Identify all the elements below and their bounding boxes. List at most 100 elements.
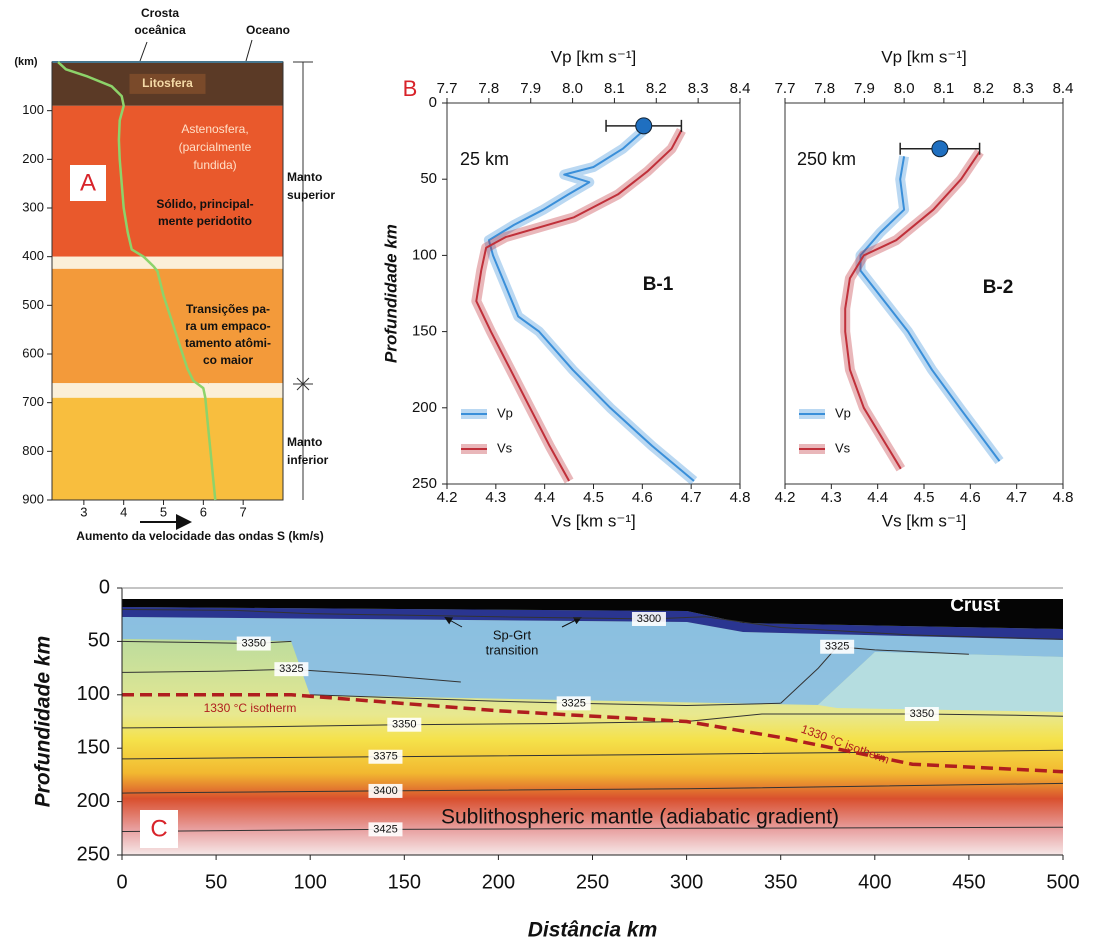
x-tick-label: 6 <box>200 504 207 519</box>
x-tick-label: 150 <box>388 871 421 893</box>
annotation: Crosta <box>141 6 179 20</box>
x-tick-label: 4.8 <box>1053 489 1074 506</box>
arrow <box>444 617 463 628</box>
annotation: Crust <box>950 595 1000 616</box>
contour-label-box <box>631 611 666 626</box>
isotherm <box>122 693 1064 774</box>
series-line <box>487 129 695 482</box>
lithosphere-field <box>122 617 1063 705</box>
annotation: tamento atômi- <box>185 336 271 350</box>
series-band <box>483 126 698 485</box>
x-tick-label: 4.4 <box>534 489 555 506</box>
contour-label-box <box>368 783 403 798</box>
contour-label: 3375 <box>373 751 397 763</box>
panel-label: B-2 <box>983 277 1014 298</box>
layer-label: Litosfera <box>142 76 193 90</box>
x2-axis-label: Vp [km s⁻¹] <box>881 47 966 66</box>
x2-tick-label: 8.4 <box>730 80 751 97</box>
crust <box>122 599 1063 629</box>
y-tick-label: 100 <box>77 683 110 705</box>
y-tick-label: 250 <box>412 475 437 492</box>
y-axis-label: Profundidade km <box>381 224 400 363</box>
pointer <box>139 41 148 62</box>
annotation: 25 km <box>460 149 509 169</box>
x-tick-label: 400 <box>858 871 891 893</box>
x-tick-label: 300 <box>670 871 703 893</box>
x-tick-label: 4.8 <box>730 489 751 506</box>
annotation: Transições pa- <box>186 302 270 316</box>
labels: Crosta oceânica Oceano Astenosfera, (par… <box>14 6 1013 848</box>
panel-label: B-1 <box>643 274 674 295</box>
y-tick-label: 700 <box>22 394 44 409</box>
y-tick-label: 200 <box>77 790 110 812</box>
annotation: Sublithospheric mantle (adiabatic gradie… <box>441 806 839 829</box>
annotation: oceânica <box>134 23 186 37</box>
pointer <box>245 39 253 62</box>
y-tick-label: 200 <box>22 151 44 166</box>
contour-line <box>121 640 292 645</box>
contour-label-box <box>236 636 271 651</box>
annotation: Sólido, principal- <box>156 197 253 211</box>
x-tick-label: 4.5 <box>583 489 604 506</box>
x-tick-label: 3 <box>80 504 87 519</box>
y-tick-label: 100 <box>22 102 44 117</box>
x2-tick-label: 8.2 <box>646 80 667 97</box>
x-tick-label: 450 <box>952 871 985 893</box>
contour-label-box <box>368 749 403 764</box>
x-tick-label: 7 <box>240 504 247 519</box>
contour-label: 3425 <box>373 823 397 835</box>
panel-badge <box>70 165 106 201</box>
contour-label: 3350 <box>910 708 934 720</box>
x-tick-label: 200 <box>482 871 515 893</box>
y-tick-label: 150 <box>412 323 437 340</box>
y-tick-label: 250 <box>77 843 110 865</box>
panel-letter: C <box>150 815 167 842</box>
x-tick-label: 50 <box>205 871 227 893</box>
y-tick-label: 500 <box>22 297 44 312</box>
frame <box>51 61 284 501</box>
contour-label: 3400 <box>373 785 397 797</box>
x2-tick-label: 8.3 <box>1013 80 1034 97</box>
series-line <box>475 129 683 482</box>
x2-tick-label: 7.8 <box>478 80 499 97</box>
x-tick-label: 350 <box>764 871 797 893</box>
y-tick-label: 50 <box>88 630 110 652</box>
series-line <box>57 61 217 501</box>
y-tick-label: 200 <box>412 399 437 416</box>
legend-label: Vp <box>835 405 851 420</box>
x2-tick-label: 8.1 <box>933 80 954 97</box>
x-tick-label: 250 <box>576 871 609 893</box>
x-axis-label: Distância km <box>528 919 658 942</box>
x2-tick-label: 8.4 <box>1053 80 1074 97</box>
x-tick-label: 4.7 <box>1006 489 1027 506</box>
annotation: Manto <box>287 170 322 184</box>
x2-tick-label: 7.9 <box>854 80 875 97</box>
arrow <box>561 617 582 628</box>
annotation: mente peridotito <box>158 214 252 228</box>
lithosphere-field <box>818 652 1063 712</box>
annotation: Manto <box>287 435 322 449</box>
series-line <box>844 151 981 470</box>
contour-label-box <box>556 696 591 711</box>
panel-letter: A <box>80 169 96 196</box>
annotation: transition <box>486 642 539 657</box>
layer <box>52 397 283 500</box>
x-tick-label: 4.6 <box>632 489 653 506</box>
y-unit: (km) <box>14 56 38 68</box>
layer <box>52 383 283 398</box>
x-axis-label: Aumento da velocidade das ondas S (km/s) <box>76 529 323 543</box>
x-tick-label: 100 <box>294 871 327 893</box>
annotation: inferior <box>287 453 329 467</box>
layer-label-box <box>129 73 206 94</box>
x-tick-label: 4.5 <box>914 489 935 506</box>
annotation: superior <box>287 188 335 202</box>
legend-label: Vp <box>497 405 513 420</box>
y-tick-label: 0 <box>99 576 110 598</box>
annotation: ra um empaco- <box>185 319 270 333</box>
layer <box>52 268 283 384</box>
series-band <box>855 155 1004 465</box>
annotation: 250 km <box>797 149 856 169</box>
x-tick-label: 4 <box>120 504 127 519</box>
x-tick-label: 4.2 <box>437 489 458 506</box>
